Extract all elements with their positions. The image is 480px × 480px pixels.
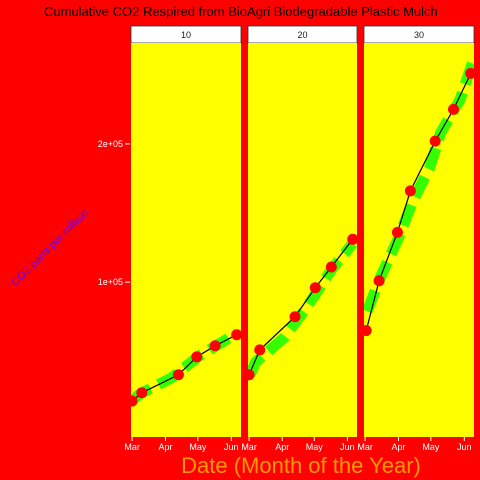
y-tick-label: 1e+05 xyxy=(98,277,123,287)
x-tick-label: May xyxy=(306,442,324,452)
x-tick-label: Mar xyxy=(357,442,373,452)
x-tick-label: Jun xyxy=(224,442,239,452)
data-point xyxy=(209,340,221,352)
data-point xyxy=(448,103,460,115)
x-tick-label: Apr xyxy=(159,442,173,452)
data-point xyxy=(136,387,148,399)
data-point xyxy=(429,135,441,147)
data-point xyxy=(347,233,357,245)
data-point xyxy=(325,261,337,273)
panel-plot-area xyxy=(364,56,474,337)
facet-panel-30: 30 Mar Apr May Jun xyxy=(357,25,475,452)
facet-panels: 10 Mar Apr May Jun 20 Mar Apr May Jun 30 Mar Apr May J… xyxy=(124,25,475,452)
panel-background xyxy=(131,43,241,437)
x-tick-label: Apr xyxy=(275,442,289,452)
x-tick-label: Jun xyxy=(340,442,355,452)
x-tick-label: Jun xyxy=(457,442,472,452)
data-point xyxy=(364,325,372,337)
panel-background xyxy=(248,43,357,437)
x-tick-label: May xyxy=(422,442,440,452)
x-tick-label: Mar xyxy=(124,442,140,452)
x-tick-label: Mar xyxy=(241,442,257,452)
y-tick-label: 2e+05 xyxy=(98,139,123,149)
data-point xyxy=(172,369,184,381)
data-point xyxy=(391,226,403,238)
data-point xyxy=(248,369,255,381)
chart-title: Cumulative CO2 Respired from BioAgri Bio… xyxy=(44,4,438,19)
facet-strip-label: 20 xyxy=(297,30,307,40)
x-tick-label: Apr xyxy=(392,442,406,452)
data-point xyxy=(131,395,138,407)
data-point xyxy=(231,329,241,341)
data-point xyxy=(404,185,416,197)
data-point xyxy=(309,282,321,294)
facet-strip-label: 30 xyxy=(414,30,424,40)
x-axis-label: Date (Month of the Year) xyxy=(181,453,421,478)
facet-strip-label: 10 xyxy=(181,30,191,40)
data-point xyxy=(465,67,474,79)
data-point xyxy=(254,344,266,356)
panel-plot-area xyxy=(131,328,241,407)
x-tick-label: May xyxy=(189,442,207,452)
data-point xyxy=(373,275,385,287)
y-axis-ticks: 1e+05 2e+05 xyxy=(98,139,130,287)
panel-plot-area xyxy=(248,233,357,381)
data-point xyxy=(289,311,301,323)
facet-panel-20: 20 Mar Apr May Jun xyxy=(241,25,358,452)
data-point xyxy=(191,351,203,363)
facet-panel-10: 10 Mar Apr May Jun xyxy=(124,25,242,452)
